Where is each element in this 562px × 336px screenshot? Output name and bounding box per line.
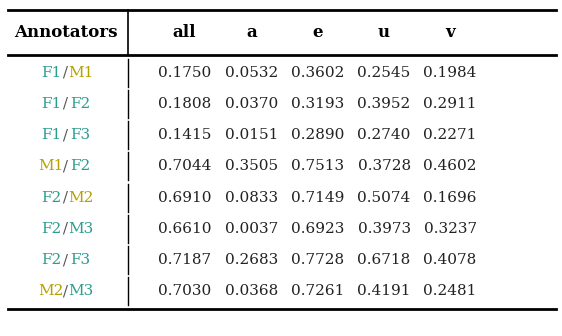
Text: /: / bbox=[58, 284, 73, 298]
Text: 0.7030: 0.7030 bbox=[158, 284, 211, 298]
Text: 0.4191: 0.4191 bbox=[357, 284, 411, 298]
Text: 0.3728: 0.3728 bbox=[357, 159, 411, 173]
Text: Annotators: Annotators bbox=[14, 25, 117, 41]
Text: 0.7513: 0.7513 bbox=[291, 159, 344, 173]
Text: all: all bbox=[173, 25, 196, 41]
Text: 0.1984: 0.1984 bbox=[423, 66, 477, 80]
Text: 0.1696: 0.1696 bbox=[423, 191, 477, 205]
Text: 0.0151: 0.0151 bbox=[225, 128, 278, 142]
Text: 0.2271: 0.2271 bbox=[423, 128, 477, 142]
Text: /: / bbox=[58, 97, 73, 111]
Text: 0.4078: 0.4078 bbox=[424, 253, 477, 267]
Text: 0.7728: 0.7728 bbox=[291, 253, 344, 267]
Text: F2: F2 bbox=[41, 191, 61, 205]
Text: M3: M3 bbox=[68, 284, 93, 298]
Text: 0.2481: 0.2481 bbox=[423, 284, 477, 298]
Text: F2: F2 bbox=[41, 253, 61, 267]
Text: /: / bbox=[58, 128, 73, 142]
Text: M1: M1 bbox=[68, 66, 93, 80]
Text: F2: F2 bbox=[41, 222, 61, 236]
Text: 0.0370: 0.0370 bbox=[225, 97, 278, 111]
Text: 0.5074: 0.5074 bbox=[357, 191, 411, 205]
Text: M2: M2 bbox=[68, 191, 93, 205]
Text: 0.7261: 0.7261 bbox=[291, 284, 344, 298]
Text: 0.6910: 0.6910 bbox=[157, 191, 211, 205]
Text: 0.2545: 0.2545 bbox=[357, 66, 411, 80]
Text: 0.0833: 0.0833 bbox=[225, 191, 278, 205]
Text: /: / bbox=[58, 66, 73, 80]
Text: 0.2683: 0.2683 bbox=[225, 253, 278, 267]
Text: 0.2740: 0.2740 bbox=[357, 128, 411, 142]
Text: 0.6610: 0.6610 bbox=[157, 222, 211, 236]
Text: F1: F1 bbox=[41, 128, 61, 142]
Text: F3: F3 bbox=[70, 253, 90, 267]
Text: 0.4602: 0.4602 bbox=[423, 159, 477, 173]
Text: /: / bbox=[58, 222, 73, 236]
Text: /: / bbox=[58, 191, 73, 205]
Text: F2: F2 bbox=[70, 97, 90, 111]
Text: M2: M2 bbox=[38, 284, 64, 298]
Text: M1: M1 bbox=[38, 159, 64, 173]
Text: 0.2890: 0.2890 bbox=[291, 128, 344, 142]
Text: 0.0532: 0.0532 bbox=[225, 66, 278, 80]
Text: 0.6923: 0.6923 bbox=[291, 222, 344, 236]
Text: 0.1808: 0.1808 bbox=[158, 97, 211, 111]
Text: 0.6718: 0.6718 bbox=[357, 253, 411, 267]
Text: 0.0368: 0.0368 bbox=[225, 284, 278, 298]
Text: F3: F3 bbox=[70, 128, 90, 142]
Text: 0.1750: 0.1750 bbox=[158, 66, 211, 80]
Text: F2: F2 bbox=[70, 159, 90, 173]
Text: F1: F1 bbox=[41, 97, 61, 111]
Text: 0.1415: 0.1415 bbox=[158, 128, 211, 142]
Text: u: u bbox=[378, 25, 390, 41]
Text: F1: F1 bbox=[41, 66, 61, 80]
Text: 0.3602: 0.3602 bbox=[291, 66, 344, 80]
Text: 0.3952: 0.3952 bbox=[357, 97, 411, 111]
Text: e: e bbox=[312, 25, 323, 41]
Text: 0.2911: 0.2911 bbox=[423, 97, 477, 111]
Text: v: v bbox=[445, 25, 455, 41]
Text: 0.3193: 0.3193 bbox=[291, 97, 344, 111]
Text: 0.3973: 0.3973 bbox=[357, 222, 411, 236]
Text: 0.0037: 0.0037 bbox=[225, 222, 278, 236]
Text: a: a bbox=[246, 25, 257, 41]
Text: /: / bbox=[58, 253, 73, 267]
Text: 0.7149: 0.7149 bbox=[291, 191, 344, 205]
Text: 0.7044: 0.7044 bbox=[158, 159, 211, 173]
Text: 0.7187: 0.7187 bbox=[158, 253, 211, 267]
Text: 0.3505: 0.3505 bbox=[225, 159, 278, 173]
Text: /: / bbox=[58, 159, 73, 173]
Text: 0.3237: 0.3237 bbox=[424, 222, 477, 236]
Text: M3: M3 bbox=[68, 222, 93, 236]
